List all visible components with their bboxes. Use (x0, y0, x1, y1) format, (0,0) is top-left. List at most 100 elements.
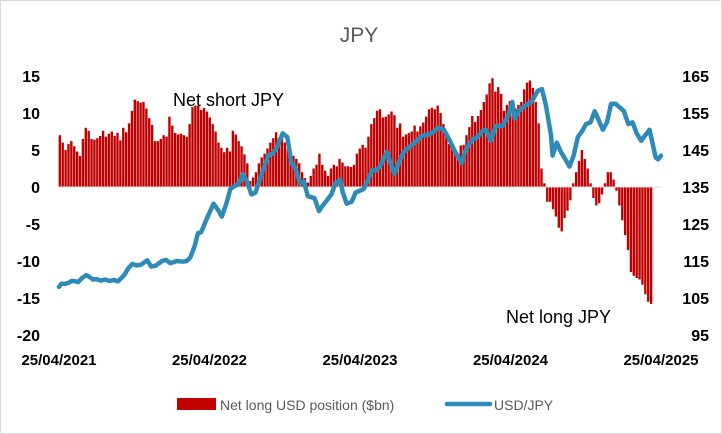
bar-171 (551, 187, 555, 210)
bar-21 (119, 140, 122, 187)
bar-198 (629, 187, 633, 273)
bar-111 (378, 109, 382, 187)
bar-60 (231, 130, 235, 187)
bar-202 (641, 187, 644, 285)
bar-128 (427, 109, 431, 187)
bar-161 (523, 89, 526, 187)
bar-53 (211, 124, 214, 187)
bar-162 (525, 82, 529, 187)
bar-188 (600, 187, 604, 195)
bar-49 (199, 110, 203, 187)
bar-155 (505, 104, 509, 187)
bar-148 (485, 94, 488, 187)
bar-176 (566, 187, 569, 211)
y-left-tick-2: 5 (31, 143, 40, 160)
bar-36 (162, 135, 165, 187)
bar-132 (439, 113, 442, 187)
bar-77 (280, 138, 284, 187)
bar-54 (214, 131, 217, 187)
bar-142 (468, 127, 471, 187)
bar-127 (424, 116, 428, 187)
bar-191 (609, 172, 612, 187)
bar-201 (638, 187, 641, 280)
bar-110 (375, 110, 379, 187)
bar-178 (572, 183, 575, 187)
bar-16 (104, 136, 108, 187)
bar-5 (73, 146, 76, 187)
bar-86 (306, 182, 310, 187)
bar-174 (560, 187, 563, 232)
bar-51 (205, 111, 209, 187)
bar-19 (113, 135, 116, 187)
bar-43 (182, 135, 186, 187)
x-tick-2: 25/04/2023 (322, 352, 397, 369)
bar-47 (194, 105, 197, 187)
y-left-tick-7: -20 (17, 328, 40, 345)
bar-48 (197, 105, 200, 187)
y-right-tick-4: 125 (682, 217, 709, 234)
bar-84 (300, 172, 304, 187)
bar-72 (266, 148, 269, 187)
bar-180 (577, 161, 581, 187)
x-tick-0: 25/04/2021 (21, 352, 96, 369)
bar-33 (153, 141, 157, 187)
bar-186 (595, 187, 598, 206)
bar-92 (323, 170, 327, 187)
bar-61 (234, 134, 237, 187)
bar-168 (543, 183, 546, 187)
bar-190 (606, 172, 610, 187)
bar-123 (413, 125, 416, 187)
y-axis-right: 165 155 145 135 125 115 105 95 (682, 69, 709, 345)
bar-91 (321, 164, 324, 187)
bar-9 (84, 127, 87, 187)
bar-40 (174, 132, 177, 187)
bar-22 (122, 127, 125, 187)
bar-42 (179, 133, 183, 187)
bar-14 (99, 135, 102, 187)
bar-157 (511, 112, 514, 187)
bar-27 (136, 101, 139, 187)
usdjpy-line (56, 86, 664, 290)
bar-11 (90, 138, 93, 187)
bar-136 (450, 144, 454, 187)
bar-102 (352, 164, 356, 187)
y-right-tick-1: 155 (682, 106, 709, 123)
bar-166 (537, 123, 540, 187)
legend-bar-label: Net long USD position ($bn) (220, 397, 394, 413)
bar-159 (517, 104, 520, 187)
bar-131 (436, 105, 439, 187)
bar-103 (355, 153, 359, 187)
bar-26 (133, 99, 137, 187)
bar-30 (145, 108, 148, 187)
bar-151 (494, 91, 497, 187)
bar-18 (110, 131, 113, 187)
bar-50 (202, 107, 206, 187)
bar-137 (453, 150, 457, 187)
line-series-group (56, 86, 664, 290)
bar-169 (546, 187, 549, 202)
bar-203 (644, 187, 647, 295)
legend-line-label: USD/JPY (494, 397, 554, 413)
bar-44 (185, 136, 188, 187)
bar-164 (531, 87, 535, 187)
bar-98 (341, 162, 344, 187)
bar-1 (61, 142, 64, 187)
bar-29 (142, 101, 145, 187)
bar-122 (410, 131, 413, 187)
y-right-tick-5: 115 (683, 254, 709, 271)
bar-6 (75, 151, 79, 187)
bar-153 (499, 93, 503, 187)
bar-154 (502, 110, 506, 187)
bar-59 (228, 151, 232, 187)
bar-24 (127, 123, 131, 187)
bar-134 (445, 135, 448, 187)
bar-13 (96, 138, 99, 187)
bar-192 (612, 179, 615, 187)
y-right-tick-3: 135 (682, 180, 709, 197)
bar-79 (286, 148, 289, 187)
bar-68 (254, 172, 258, 187)
bar-140 (462, 144, 465, 187)
bar-76 (277, 138, 281, 187)
bar-81 (292, 155, 295, 187)
